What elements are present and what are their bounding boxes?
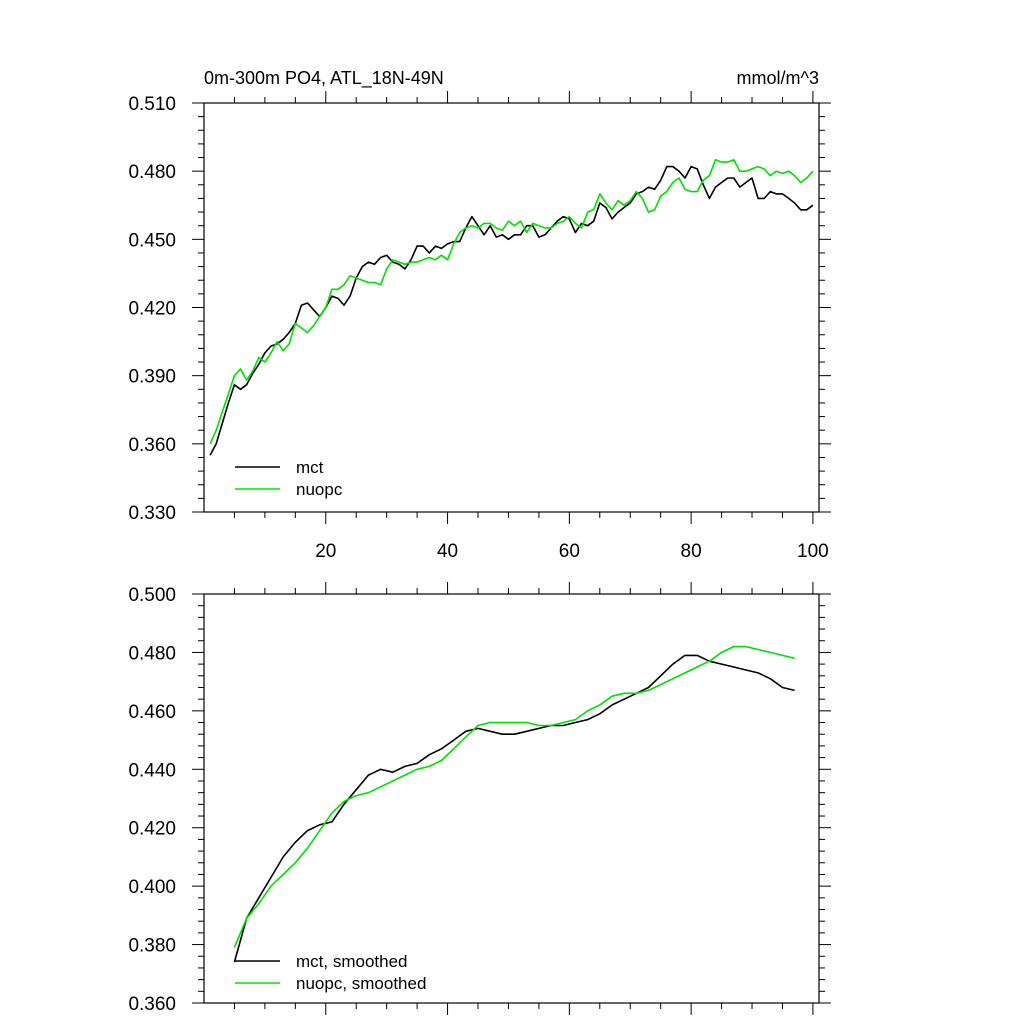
y-tick-label: 0.360 (128, 994, 176, 1015)
series-line-nuopc (209, 159, 814, 445)
y-tick-label: 0.460 (128, 702, 176, 723)
y-tick-label: 0.330 (128, 503, 176, 524)
y-tick-label: 0.390 (128, 367, 176, 388)
legend-label: nuopc (296, 480, 343, 499)
plot-frame (203, 593, 820, 1004)
x-tick-label: 80 (681, 541, 702, 562)
x-tick-label: 60 (559, 541, 580, 562)
y-tick-label: 0.420 (128, 819, 176, 840)
y-tick-label: 0.480 (128, 162, 176, 183)
series-line-nuopc-smoothed (233, 645, 795, 948)
y-tick-label: 0.510 (128, 94, 176, 115)
y-tick-label: 0.480 (128, 643, 176, 664)
series-line-mct (209, 165, 814, 456)
y-tick-label: 0.400 (128, 877, 176, 898)
y-tick-label: 0.420 (128, 299, 176, 320)
chart-title: 0m-300m PO4, ATL_18N-49N (204, 68, 444, 89)
x-tick-label: 40 (437, 541, 458, 562)
plot-frame (203, 102, 820, 513)
legend-label: mct, smoothed (296, 952, 408, 971)
y-tick-label: 0.380 (128, 936, 176, 957)
y-tick-label: 0.360 (128, 435, 176, 456)
chart-panel-1: 0.330 0.360 0.390 0.420 0.450 0.480 0.510 20 40 6… (128, 68, 831, 562)
y-tick-label: 0.450 (128, 230, 176, 251)
x-tick-label: 100 (797, 541, 829, 562)
chart-panel-2: 0.360 0.380 0.400 0.420 0.440 0.460 0.480 0.500… (128, 582, 831, 1015)
legend-label: mct (296, 458, 324, 477)
y-tick-label: 0.440 (128, 760, 176, 781)
chart-units: mmol/m^3 (737, 68, 819, 88)
legend-label: nuopc, smoothed (296, 974, 426, 993)
x-tick-label: 20 (315, 541, 336, 562)
y-tick-label: 0.500 (128, 585, 176, 606)
series-line-mct-smoothed (233, 654, 795, 963)
